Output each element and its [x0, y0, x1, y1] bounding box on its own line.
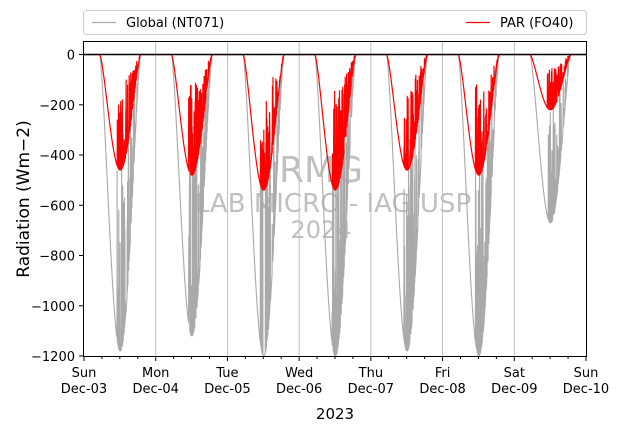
legend: Global (NT071) PAR (FO40) [83, 10, 587, 35]
series-line-par [83, 53, 587, 191]
x-tick-date: Dec-05 [204, 382, 250, 397]
x-tick-day: Fri [435, 366, 451, 381]
y-tick-label: −1200 [31, 350, 75, 365]
x-tick-date: Dec-06 [276, 382, 322, 397]
legend-frame [83, 10, 587, 35]
x-tick-day: Sun [72, 366, 97, 381]
y-axis: 0 −200 −400 −600 −800 −1000 −1200 [31, 49, 84, 365]
y-tick-label: −1000 [31, 300, 75, 315]
x-tick-date: Dec-10 [563, 382, 609, 397]
x-tick-day: Sun [574, 366, 599, 381]
x-axis-title: 2023 [316, 405, 354, 423]
y-tick-label: 0 [67, 49, 75, 64]
x-tick-date: Dec-04 [133, 382, 179, 397]
x-tick-day: Mon [142, 366, 169, 381]
watermark: RMG LAB MICRO - IAG USP 2024 [195, 150, 471, 244]
x-axis: SunDec-03MonDec-04TueDec-05WedDec-06ThuD… [61, 356, 609, 397]
x-tick-date: Dec-08 [419, 382, 465, 397]
x-tick-day: Sat [504, 366, 525, 381]
y-tick-label: −800 [39, 250, 75, 265]
x-tick-day: Wed [285, 366, 313, 381]
y-tick-label: −200 [39, 99, 75, 114]
x-tick-date: Dec-07 [348, 382, 394, 397]
grid-lines [155, 42, 515, 356]
y-tick-label: −400 [39, 149, 75, 164]
legend-label-global: Global (NT071) [126, 16, 224, 31]
y-tick-label: −600 [39, 199, 75, 214]
legend-label-par: PAR (FO40) [500, 16, 573, 31]
y-axis-title: Radiation (Wm−2) [14, 120, 34, 277]
x-tick-date: Dec-03 [61, 382, 107, 397]
x-tick-day: Thu [358, 366, 383, 381]
x-tick-date: Dec-09 [491, 382, 537, 397]
x-tick-day: Tue [215, 366, 238, 381]
